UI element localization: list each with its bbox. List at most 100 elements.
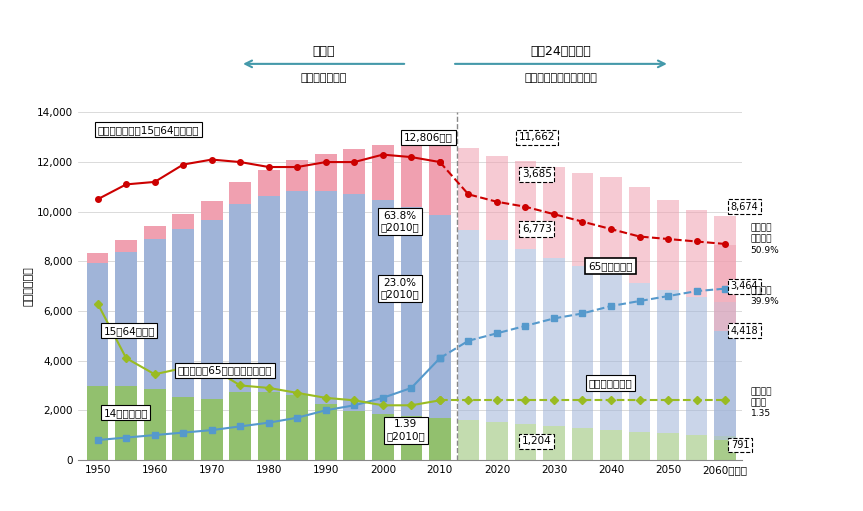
Bar: [600, 430, 622, 460]
Bar: [230, 204, 251, 392]
Bar: [715, 216, 736, 302]
Bar: [686, 297, 708, 435]
Bar: [429, 215, 450, 418]
Bar: [144, 239, 166, 389]
Bar: [116, 252, 137, 386]
Bar: [230, 392, 251, 460]
Bar: [258, 196, 280, 391]
Bar: [715, 245, 736, 331]
Bar: [315, 191, 337, 404]
Bar: [514, 161, 536, 249]
Text: （国勢調査等）: （国勢調査等）: [300, 74, 347, 83]
Text: 11,662: 11,662: [519, 132, 555, 142]
Bar: [571, 429, 593, 460]
Text: 生産年齢
人口割合
50.9%: 生産年齢 人口割合 50.9%: [751, 223, 779, 254]
Bar: [372, 414, 394, 460]
Bar: [258, 170, 280, 196]
Bar: [715, 302, 736, 436]
Text: 15〜64歳人口: 15〜64歳人口: [104, 326, 154, 336]
Bar: [543, 258, 564, 426]
Bar: [686, 210, 708, 297]
FancyArrowPatch shape: [245, 60, 404, 67]
Bar: [201, 399, 223, 460]
Text: 4,418: 4,418: [731, 326, 759, 336]
Text: 23.0%
（2010）: 23.0% （2010）: [381, 278, 419, 299]
Bar: [144, 225, 166, 239]
Bar: [486, 156, 507, 240]
Bar: [400, 416, 422, 460]
Text: 高齢化率（65歳以上人口割合）: 高齢化率（65歳以上人口割合）: [178, 365, 272, 376]
Text: 6,773: 6,773: [522, 224, 551, 234]
Bar: [287, 159, 308, 191]
Text: 14歳以下人口: 14歳以下人口: [104, 408, 148, 417]
Bar: [543, 426, 564, 460]
Bar: [372, 200, 394, 414]
Bar: [571, 266, 593, 429]
Bar: [715, 436, 736, 460]
Y-axis label: 人口（万人）: 人口（万人）: [24, 266, 34, 306]
Bar: [343, 194, 365, 410]
Bar: [87, 386, 109, 460]
Text: 実績値: 実績値: [312, 45, 335, 58]
Bar: [429, 142, 450, 215]
Bar: [87, 263, 109, 386]
Bar: [201, 201, 223, 220]
Bar: [400, 143, 422, 207]
Bar: [486, 423, 507, 460]
Text: 63.8%
（2010）: 63.8% （2010）: [381, 211, 419, 233]
Bar: [486, 240, 507, 423]
Text: 合計特殊出生率: 合計特殊出生率: [589, 378, 632, 388]
Bar: [571, 173, 593, 266]
Bar: [87, 252, 109, 263]
Bar: [258, 391, 280, 460]
Bar: [715, 440, 736, 460]
Bar: [457, 148, 479, 229]
Text: 3,685: 3,685: [522, 170, 551, 179]
Bar: [173, 229, 194, 397]
Bar: [315, 404, 337, 460]
Text: 12,806万人: 12,806万人: [404, 132, 453, 142]
Bar: [287, 191, 308, 396]
Bar: [658, 433, 679, 460]
Bar: [116, 386, 137, 460]
Bar: [514, 424, 536, 460]
Bar: [343, 410, 365, 460]
Bar: [600, 177, 622, 272]
FancyArrowPatch shape: [455, 60, 665, 67]
Bar: [343, 149, 365, 194]
Text: 平成24年推計値: 平成24年推計値: [531, 45, 591, 58]
Bar: [429, 418, 450, 460]
Text: 8,674: 8,674: [731, 202, 759, 212]
Bar: [201, 220, 223, 399]
Bar: [658, 290, 679, 433]
Text: 1,204: 1,204: [522, 436, 551, 446]
Bar: [315, 154, 337, 191]
Bar: [230, 182, 251, 204]
Text: 3,464: 3,464: [731, 281, 759, 291]
Text: 65歳以上人口: 65歳以上人口: [589, 261, 633, 271]
Bar: [173, 214, 194, 229]
Text: 1.39
（2010）: 1.39 （2010）: [387, 420, 425, 441]
Bar: [715, 331, 736, 440]
Bar: [173, 397, 194, 460]
Text: （日本の将来推計人口）: （日本の将来推計人口）: [525, 74, 597, 83]
Bar: [400, 207, 422, 416]
Text: 高齢化率
39.9%: 高齢化率 39.9%: [751, 286, 779, 306]
Text: 791: 791: [731, 440, 749, 450]
Text: 合計特殊
出生率
1.35: 合計特殊 出生率 1.35: [751, 387, 772, 419]
Bar: [658, 200, 679, 290]
Bar: [543, 167, 564, 258]
Bar: [514, 249, 536, 424]
Bar: [372, 146, 394, 200]
Bar: [457, 421, 479, 460]
Bar: [686, 435, 708, 460]
Bar: [144, 389, 166, 460]
Bar: [628, 188, 651, 283]
Bar: [287, 396, 308, 460]
Bar: [457, 229, 479, 421]
Bar: [116, 240, 137, 252]
Bar: [628, 432, 651, 460]
Bar: [600, 272, 622, 430]
Bar: [628, 283, 651, 432]
Text: 生産年齢人口（15〜64歳）割合: 生産年齢人口（15〜64歳）割合: [98, 125, 199, 135]
